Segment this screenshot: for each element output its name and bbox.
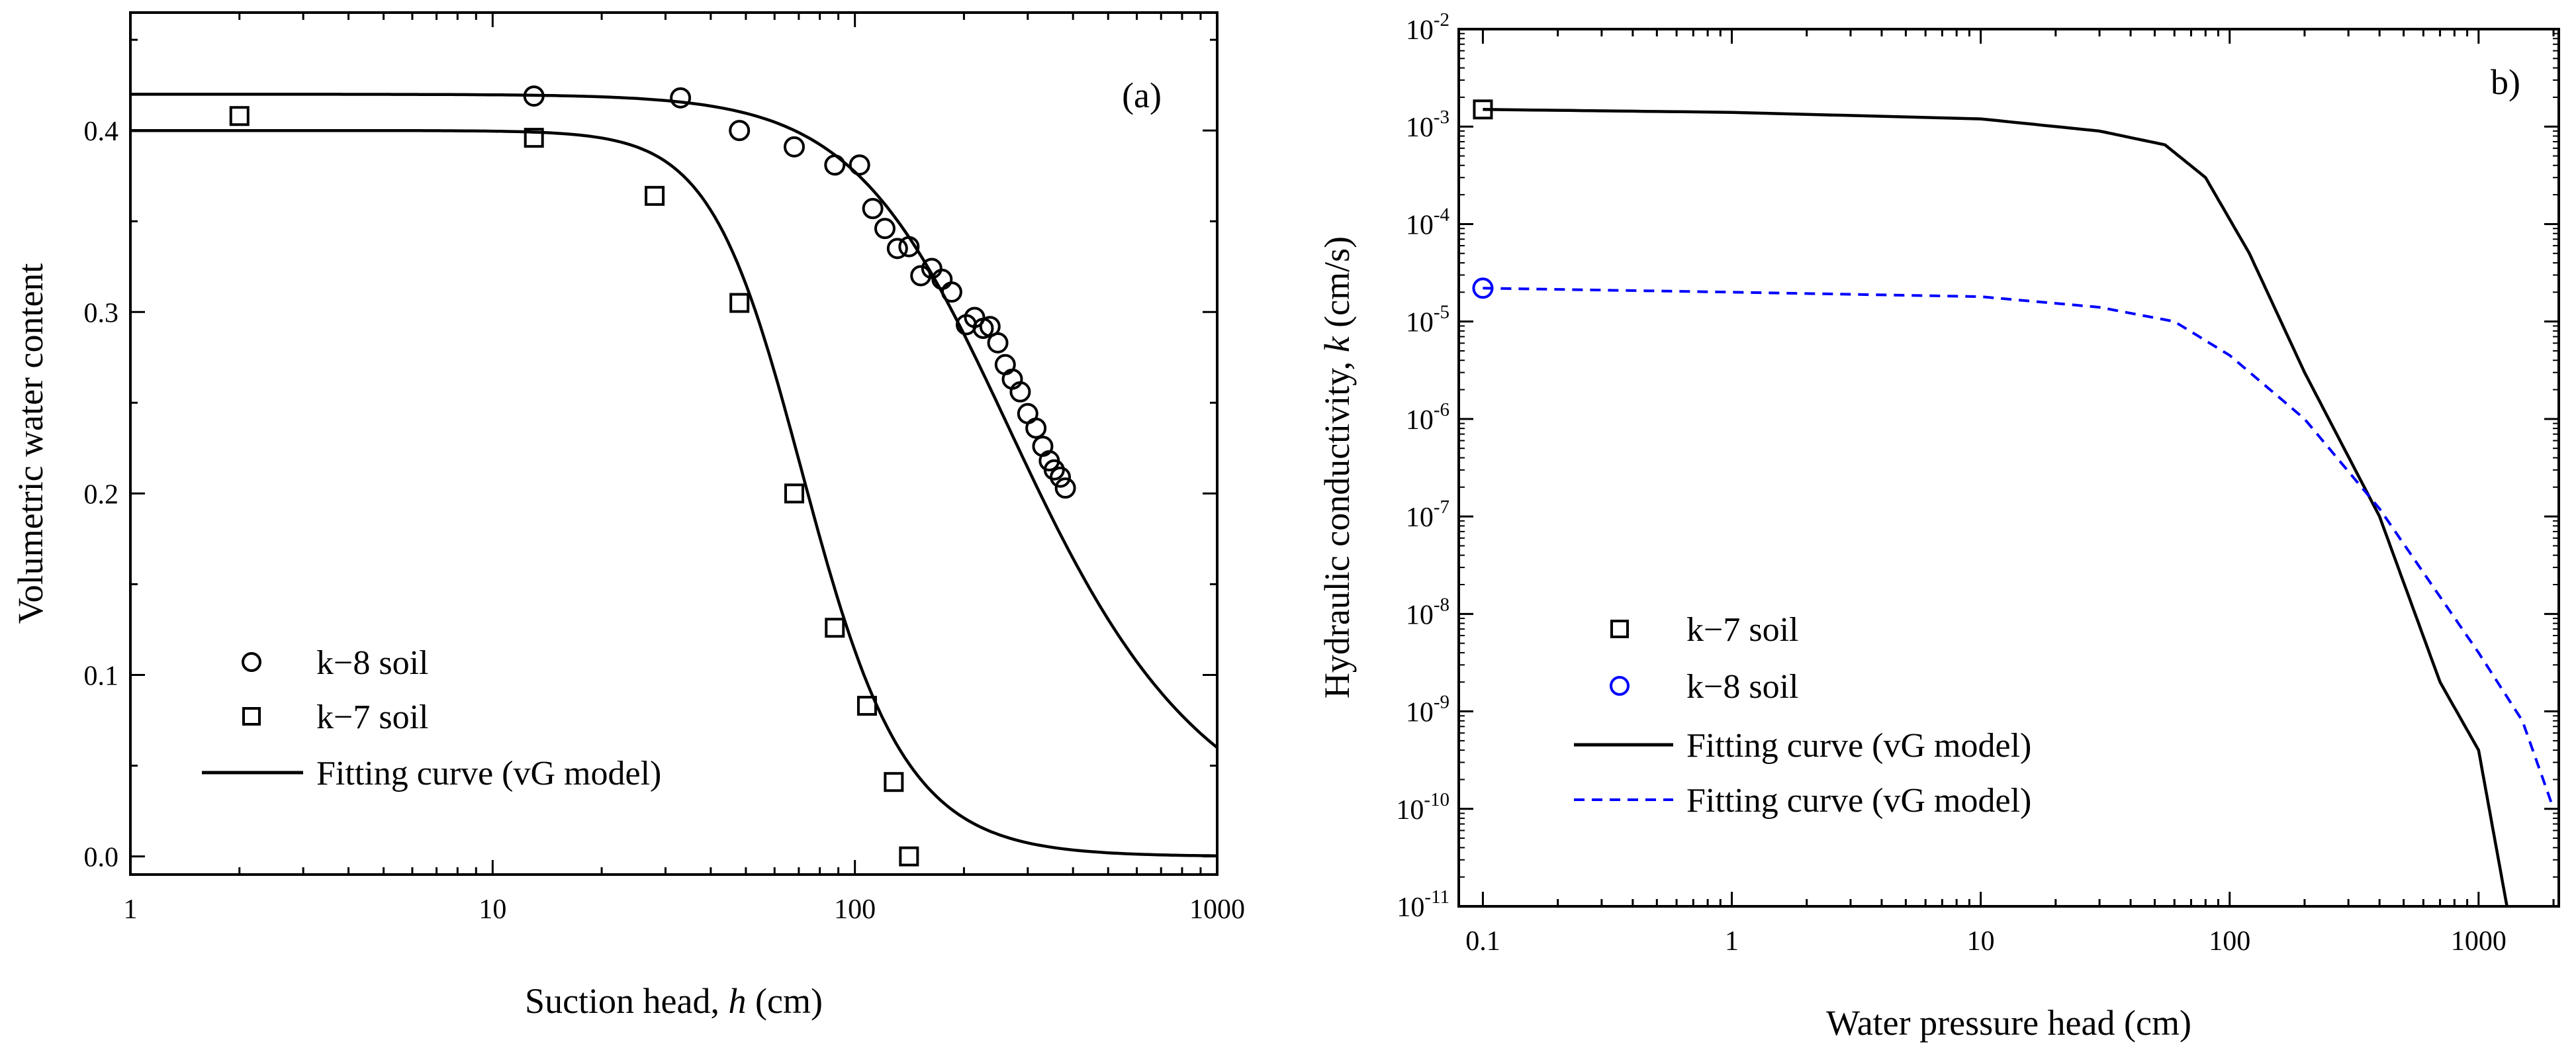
- data-point-k8-soil: [670, 87, 692, 109]
- plot-b-frame: [1457, 28, 2560, 908]
- data-point-k7-soil: [856, 696, 877, 716]
- data-point-k7-soil: [784, 483, 804, 504]
- data-point-k8-soil: [1025, 417, 1047, 439]
- plot-b-x-axis-label: Water pressure head (cm): [1826, 1003, 2191, 1043]
- vg-fit-curve-b-dashed: [1483, 287, 2555, 810]
- y-tick-label-b: 10-3: [1406, 107, 1449, 143]
- y-tick-label-b: 10-9: [1406, 692, 1449, 728]
- y-tick-label-a: 0.2: [84, 479, 119, 510]
- data-point-k7-soil: [729, 293, 750, 313]
- plot-a-y-axis-label: Volumetric water content: [11, 263, 50, 624]
- panel-b: 0.1 1 10 100 1000 10-11 10-10 10-9 10-8 10-7 10-6 1…: [1317, 9, 2560, 1043]
- legend-a-k8-label: k−8 soil: [316, 644, 428, 682]
- plot-a-frame: [129, 11, 1219, 876]
- y-tick-label-b: 10-7: [1406, 497, 1449, 533]
- legend-b-k8-label: k−8 soil: [1686, 668, 1798, 706]
- x-tick-label-a: 100: [834, 894, 876, 925]
- y-tick-label-b: 10-6: [1406, 399, 1449, 436]
- x-tick-label-b: 100: [2209, 926, 2250, 957]
- y-tick-label-b: 10-4: [1406, 204, 1450, 240]
- plot-a-data-points: [229, 85, 1076, 867]
- y-tick-label-b: 10-8: [1406, 594, 1449, 630]
- panel-b-label: b): [2491, 62, 2520, 102]
- panel-a: 1 10 100 1000 0.0 0.1 0.2 0.3 0.4 (a) Suction he…: [11, 11, 1245, 1021]
- data-point-k8-soil: [523, 85, 545, 107]
- y-tick-label-a: 0.4: [84, 117, 119, 147]
- y-tick-label-b: 10-2: [1406, 9, 1449, 46]
- legend-a-fit-label: Fitting curve (vG model): [316, 755, 661, 792]
- data-point-k8-soil: [874, 218, 896, 240]
- y-tick-label-a: 0.1: [84, 661, 119, 691]
- vg-fit-curve-b-solid: [1483, 108, 2508, 906]
- data-point-k7-soil: [884, 772, 904, 792]
- vg-fit-curve-a: [130, 128, 1218, 857]
- x-tick-label-b: 0.1: [1465, 926, 1500, 957]
- plot-a-fit-curves: [130, 93, 1219, 857]
- data-point-k8-soil: [783, 136, 805, 158]
- x-tick-label-a: 10: [479, 894, 506, 925]
- data-point-k7-soil: [229, 106, 250, 126]
- data-point-k7-soil: [899, 846, 919, 867]
- y-tick-label-b: 10-11: [1397, 886, 1449, 923]
- legend-b-k7-label: k−7 soil: [1686, 611, 1798, 649]
- data-point-k8-soil: [849, 154, 870, 176]
- data-point-k8-soil: [898, 236, 920, 258]
- y-tick-label-a: 0.3: [84, 298, 119, 328]
- legend-b-fit-dashed-label: Fitting curve (vG model): [1686, 782, 2031, 820]
- legend-b-fit-solid-label: Fitting curve (vG model): [1686, 727, 2031, 765]
- plot-b-legend: k−7 soil k−8 soil Fitting curve (vG mode…: [1574, 611, 2031, 820]
- data-point-k8-soil: [824, 154, 846, 176]
- plot-b-y-axis-label: Hydraulic conductivity, k (cm/s): [1317, 236, 1357, 698]
- data-point-k8-soil: [941, 281, 962, 303]
- plot-a-x-axis-label: Suction head, h (cm): [525, 981, 823, 1021]
- data-point-k7-soil: [825, 618, 845, 638]
- y-tick-label-a: 0.0: [84, 843, 119, 873]
- data-point-k8-soil: [1054, 477, 1076, 499]
- data-point-k8-soil: [1043, 459, 1065, 481]
- y-tick-label-b: 10-10: [1396, 789, 1449, 826]
- data-point-k8-soil: [886, 238, 908, 260]
- x-tick-label-a: 1000: [1189, 894, 1245, 925]
- plot-b-data-points: [1472, 99, 1494, 299]
- x-tick-label-b: 10: [1967, 926, 1995, 957]
- data-point-k7-soil: [645, 185, 665, 206]
- plot-b-axis-ticks: 0.1 1 10 100 1000 10-11 10-10 10-9 10-8 10-7 10-6 1…: [1396, 9, 2559, 957]
- data-point-k8-soil: [987, 332, 1009, 354]
- data-point-k7-soil: [524, 128, 544, 148]
- plot-a-legend: k−8 soil k−7 soil Fitting curve (vG mode…: [202, 644, 661, 792]
- legend-a-k7-marker: [242, 707, 261, 726]
- legend-b-k8-marker: [1610, 676, 1630, 696]
- x-tick-label-a: 1: [124, 894, 138, 925]
- y-tick-label-b: 10-5: [1406, 302, 1449, 338]
- x-tick-label-b: 1000: [2451, 926, 2507, 957]
- data-point-k8-soil-b: [1472, 277, 1494, 299]
- data-point-k8-soil: [862, 198, 884, 220]
- plot-a-axis-ticks: 1 10 100 1000 0.0 0.1 0.2 0.3 0.4: [84, 13, 1245, 925]
- legend-a-k7-label: k−7 soil: [316, 698, 428, 736]
- x-tick-label-b: 1: [1725, 926, 1739, 957]
- data-point-k8-soil: [910, 265, 932, 287]
- data-point-k7-soil-b: [1473, 99, 1493, 120]
- plot-b-fit-curves: [1483, 108, 2555, 906]
- data-point-k8-soil: [729, 120, 751, 142]
- legend-a-k8-marker: [242, 652, 261, 672]
- legend-b-k7-marker: [1610, 620, 1629, 638]
- panel-a-label: (a): [1122, 75, 1162, 115]
- vg-fit-curve-a: [130, 93, 1219, 749]
- data-point-k8-soil: [1050, 466, 1072, 488]
- data-point-k8-soil: [1009, 381, 1031, 403]
